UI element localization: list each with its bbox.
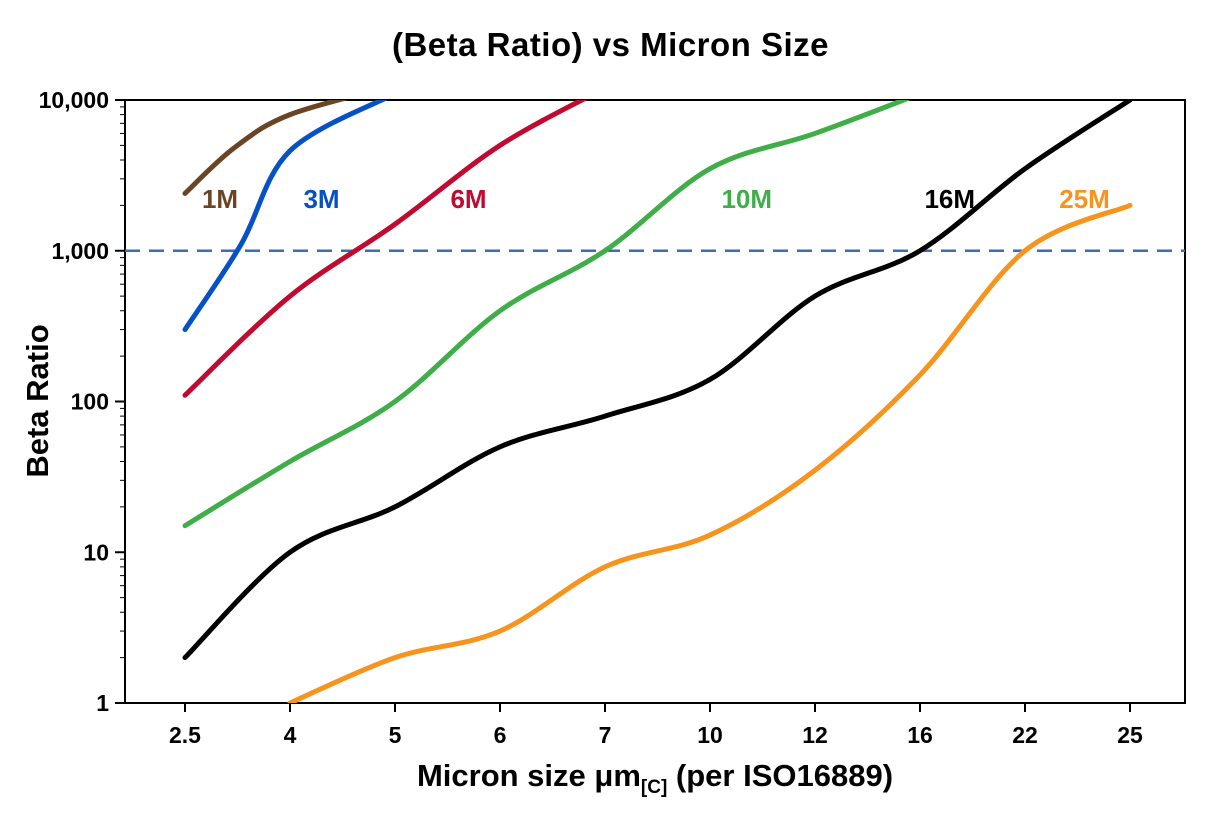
chart-title: (Beta Ratio) vs Micron Size	[391, 26, 830, 63]
series-label-6M: 6M	[450, 184, 486, 214]
y-tick-label-1,000: 1,000	[51, 238, 109, 264]
x-tick-label-7: 7	[599, 722, 612, 748]
series-line-1M	[182, 100, 348, 196]
x-axis-label-prefix: Micron size μm	[416, 758, 641, 793]
x-tick-label-22: 22	[1012, 722, 1038, 748]
series-label-3M: 3M	[303, 184, 339, 214]
x-tick-label-6: 6	[494, 722, 507, 748]
x-axis-label: Micron size μm[C] (per ISO16889)	[125, 758, 1185, 799]
y-tick-label-1: 1	[96, 690, 109, 716]
series-line-10M	[182, 100, 911, 529]
series-label-1M: 1M	[202, 184, 238, 214]
y-tick-label-10,000: 10,000	[39, 87, 109, 113]
series-line-25M	[287, 202, 1133, 703]
plot-border	[124, 99, 1186, 704]
x-tick-label-12: 12	[802, 722, 828, 748]
series-line-6M	[182, 100, 588, 398]
x-tick-label-25: 25	[1117, 722, 1143, 748]
x-tick-label-5: 5	[389, 722, 402, 748]
x-axis-label-subscript: [C]	[640, 777, 668, 798]
x-tick-label-16: 16	[907, 722, 933, 748]
x-axis-label-suffix: (per ISO16889)	[667, 758, 894, 793]
series-line-16M	[182, 100, 1133, 661]
series-group	[182, 100, 1133, 703]
series-label-16M: 16M	[924, 184, 975, 214]
y-tick-label-100: 100	[71, 389, 109, 415]
x-tick-label-4: 4	[284, 722, 297, 748]
x-tick-label-2.5: 2.5	[169, 722, 201, 748]
x-tick-label-10: 10	[697, 722, 723, 748]
series-line-3M	[182, 100, 388, 333]
series-label-10M: 10M	[721, 184, 772, 214]
series-label-25M: 25M	[1059, 184, 1110, 214]
y-tick-label-10: 10	[83, 539, 109, 565]
